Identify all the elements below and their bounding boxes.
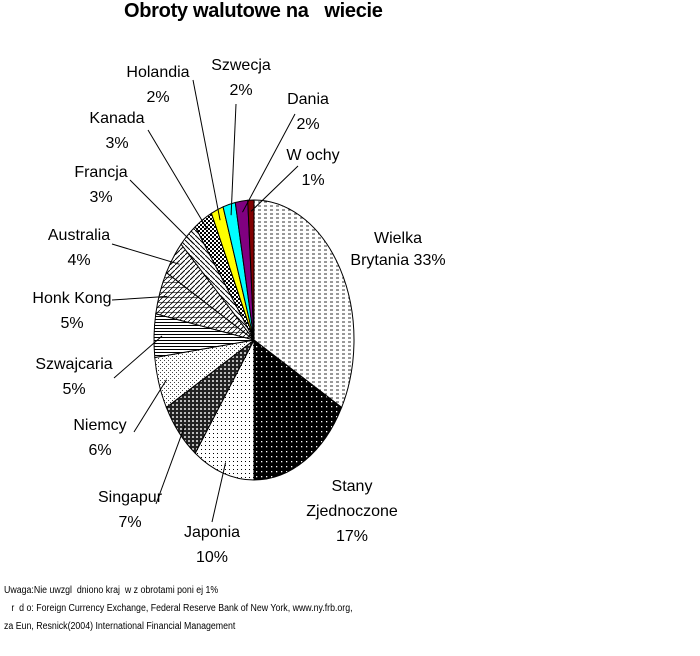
leader-line: [192, 79, 221, 221]
slice-label-line: 7%: [118, 514, 141, 531]
slice-label: Niemcy 6%: [73, 417, 126, 459]
slice-label-line: 4%: [67, 252, 90, 269]
slice-label: Francja 3%: [74, 164, 127, 206]
slice-label-line: Zjednoczone: [306, 503, 398, 520]
slice-label-line: Brytania 33%: [350, 252, 445, 269]
pie-slice-wielka: [253, 199, 355, 409]
slice-label-line: 17%: [336, 528, 368, 545]
leader-line: [147, 129, 208, 230]
slice-label: Singapur 7%: [98, 489, 163, 531]
slice-label-line: Szwajcaria: [35, 356, 112, 373]
slice-label: Kanada 3%: [89, 110, 144, 152]
pie-slice-stany: [253, 338, 343, 481]
slice-label: Wielka Brytania 33%: [350, 230, 445, 269]
slice-label-line: Szwecja: [211, 57, 271, 74]
leader-line: [111, 295, 168, 301]
slice-label-line: Japonia: [184, 524, 240, 541]
leader-line: [211, 462, 227, 523]
slice-label-line: Singapur: [98, 489, 163, 506]
slice-label-line: Honk Kong: [32, 290, 111, 307]
slice-label-line: Dania: [287, 91, 329, 108]
note-line-1: Uwaga:Nie uwzgl dniono kraj w z obrotami…: [4, 585, 219, 596]
pie-slice-w-ochy: [247, 199, 255, 341]
slice-label-line: 2%: [229, 82, 252, 99]
slice-label-line: 5%: [62, 381, 85, 398]
slice-label: Szwecja 2%: [211, 57, 271, 99]
slice-label: Honk Kong 5%: [32, 290, 111, 332]
slice-label-line: 3%: [89, 189, 112, 206]
slice-label-line: 5%: [60, 315, 83, 332]
slice-label: Australia 4%: [48, 227, 110, 269]
slice-label-line: Holandia: [126, 64, 189, 81]
slice-label: Dania 2%: [287, 91, 329, 133]
slice-label-line: W ochy: [286, 147, 339, 164]
slice-label-line: Niemcy: [73, 417, 126, 434]
slice-label-line: 1%: [301, 172, 324, 189]
note-line-3: za Eun, Resnick(2004) International Fina…: [4, 621, 236, 632]
leader-line: [113, 335, 163, 379]
leader-line: [242, 113, 296, 213]
note-line-2: r d o: Foreign Currency Exchange, Federa…: [4, 603, 353, 614]
leader-line: [230, 103, 237, 216]
slice-label-line: 10%: [196, 549, 228, 566]
leader-line: [133, 379, 167, 433]
slice-label-line: 2%: [296, 116, 319, 133]
slice-label-line: Australia: [48, 227, 110, 244]
slice-label: Stany Zjednoczone 17%: [306, 478, 398, 545]
leader-line: [129, 179, 194, 244]
slice-label: Japonia 10%: [184, 524, 240, 566]
slice-label: Szwajcaria 5%: [35, 356, 112, 398]
slice-label-line: 3%: [105, 135, 128, 152]
leader-line: [155, 425, 186, 505]
slice-label-line: Stany: [332, 478, 373, 495]
leader-line: [111, 243, 180, 265]
chart-title: Obroty walutowe na wiecie: [124, 0, 383, 22]
leader-line: [250, 165, 299, 212]
slice-label-line: Wielka: [374, 230, 422, 247]
slice-label-line: Francja: [74, 164, 127, 181]
slice-label: W ochy 1%: [286, 147, 339, 189]
slice-label-line: Kanada: [89, 110, 144, 127]
slice-label-line: 2%: [146, 89, 169, 106]
slice-label-line: 6%: [88, 442, 111, 459]
slice-label: Holandia 2%: [126, 64, 189, 106]
